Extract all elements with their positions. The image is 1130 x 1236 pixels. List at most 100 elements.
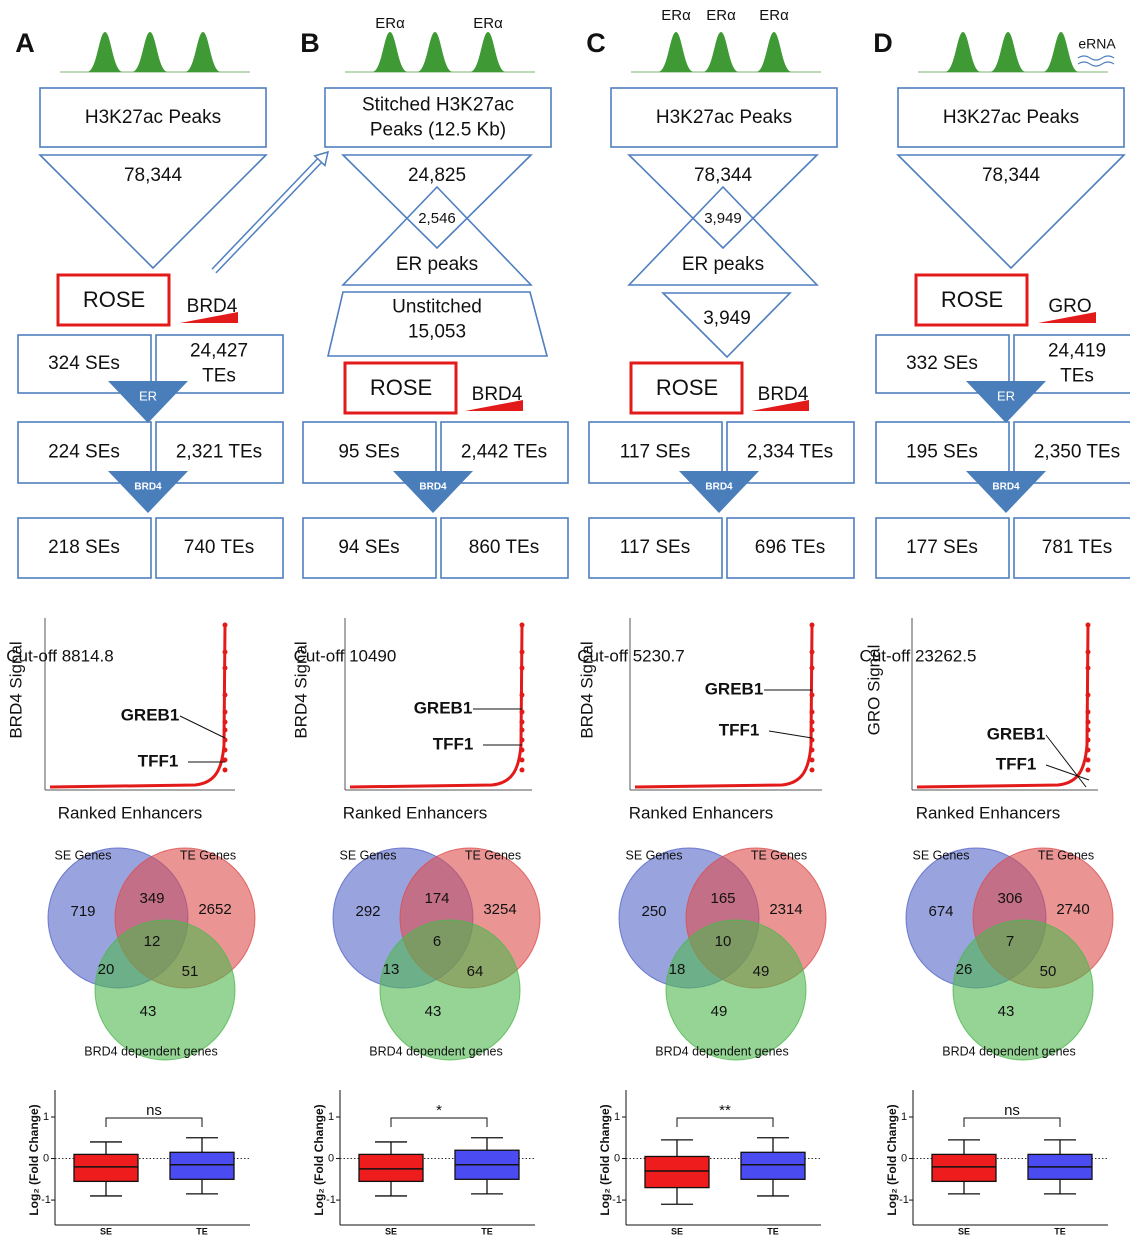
cutoff: Cut-off 5230.7: [577, 646, 684, 665]
box: [741, 1152, 805, 1179]
significance-bracket: [964, 1118, 1060, 1127]
significance: ns: [1004, 1102, 1020, 1119]
se-count: 117 SEs: [620, 442, 690, 463]
signal-dot: [1086, 768, 1091, 773]
signal-dot: [1086, 758, 1091, 763]
y-axis-label: Log₂ (Fold Change): [598, 1104, 612, 1215]
signal-dot: [520, 720, 525, 725]
peak-count: 78,344: [694, 165, 753, 186]
y-tick-label: 0: [43, 1152, 49, 1164]
venn-count: 10: [715, 933, 732, 950]
venn-set-label: TE Genes: [465, 848, 521, 862]
venn-count: 12: [144, 933, 161, 950]
figure: AH3K27ac Peaks78,344ROSEBRD4324 SEs24,42…: [0, 0, 1130, 1236]
x-tick-label: SE: [385, 1226, 397, 1236]
y-axis-label: Log₂ (Fold Change): [312, 1104, 326, 1215]
y-tick-label: 1: [43, 1111, 49, 1123]
venn-set-label: SE Genes: [913, 848, 970, 862]
venn-count: 26: [956, 961, 973, 978]
peak-count: 78,344: [982, 165, 1041, 186]
signal-dot: [810, 693, 815, 698]
signal-dot: [810, 748, 815, 753]
significance: ns: [146, 1102, 162, 1119]
box: [170, 1152, 234, 1179]
signal-dot: [520, 768, 525, 773]
te-count: TEs: [1060, 366, 1094, 387]
significance: *: [436, 1102, 442, 1119]
overlap-count: 3,949: [704, 210, 742, 227]
panel-label: B: [300, 28, 320, 58]
venn-count: 306: [997, 890, 1022, 907]
te-count: 24,427: [190, 341, 248, 362]
signal-dot: [810, 623, 815, 628]
peak: [132, 32, 168, 72]
venn-count: 3254: [483, 901, 516, 918]
te-count: 2,442 TEs: [461, 442, 547, 463]
venn-set-label: SE Genes: [340, 848, 397, 862]
venn-set-label: TE Genes: [1038, 848, 1094, 862]
signal-dot: [520, 728, 525, 733]
box: [645, 1156, 709, 1187]
box: [74, 1154, 138, 1181]
venn-circle: [380, 920, 520, 1060]
te-count: 2,350 TEs: [1034, 442, 1120, 463]
gene-label: TFF1: [138, 751, 179, 770]
peak-label: ERα: [375, 15, 405, 32]
signal-dot: [810, 720, 815, 725]
cutoff: Cut-off 23262.5: [860, 646, 977, 665]
x-tick-label: TE: [1054, 1226, 1066, 1236]
te-count: 24,419: [1048, 341, 1106, 362]
filter-label: BRD4: [134, 482, 162, 493]
signal-dot: [520, 693, 525, 698]
signal-dot: [520, 650, 525, 655]
filter-label: ER: [139, 388, 157, 403]
peak: [1043, 32, 1079, 72]
signal-dot: [1086, 693, 1091, 698]
peak: [703, 32, 739, 72]
peak: [372, 32, 408, 72]
gene-pointer: [180, 716, 225, 738]
te-count: 2,321 TEs: [176, 442, 262, 463]
te-count: 860 TEs: [469, 537, 539, 558]
signal-dot: [223, 728, 228, 733]
x-tick-label: TE: [481, 1226, 493, 1236]
peak: [990, 32, 1026, 72]
signal-dot: [1086, 666, 1091, 671]
x-axis-label: Ranked Enhancers: [629, 803, 774, 822]
venn-count: 49: [753, 963, 770, 980]
signal-dot: [810, 710, 815, 715]
signal-dot: [1086, 623, 1091, 628]
signal-dot: [1086, 728, 1091, 733]
signal-dot: [1086, 748, 1091, 753]
signal-dot: [223, 650, 228, 655]
y-tick-label: -1: [41, 1194, 51, 1206]
signal-dot: [810, 650, 815, 655]
er-peaks: ER peaks: [682, 254, 764, 275]
se-count: 117 SEs: [620, 537, 690, 558]
signal-dot: [223, 666, 228, 671]
filter-label: ER: [997, 388, 1015, 403]
gene-label: GREB1: [121, 705, 180, 724]
signal-dot: [810, 738, 815, 743]
panel: DeRNAH3K27ac Peaks78,344ROSEGRO332 SEs24…: [860, 28, 1130, 1236]
box: [359, 1154, 423, 1181]
venn-circle: [953, 920, 1093, 1060]
signal-dot: [223, 693, 228, 698]
y-axis-label: Log₂ (Fold Change): [27, 1104, 41, 1215]
venn-count: 18: [669, 961, 686, 978]
venn-count: 349: [139, 890, 164, 907]
y-tick-label: 1: [328, 1111, 334, 1123]
te-count: 740 TEs: [184, 537, 254, 558]
filter-label: BRD4: [419, 482, 447, 493]
y-tick-label: 1: [901, 1111, 907, 1123]
gene-label: TFF1: [996, 754, 1037, 773]
signal-dot: [1086, 650, 1091, 655]
overlap-count: 2,546: [418, 210, 456, 227]
x-tick-label: SE: [958, 1226, 970, 1236]
venn-set-label: SE Genes: [626, 848, 683, 862]
signal-dot: [520, 623, 525, 628]
venn-count: 43: [140, 1003, 157, 1020]
venn-count: 20: [98, 961, 115, 978]
peak: [185, 32, 221, 72]
